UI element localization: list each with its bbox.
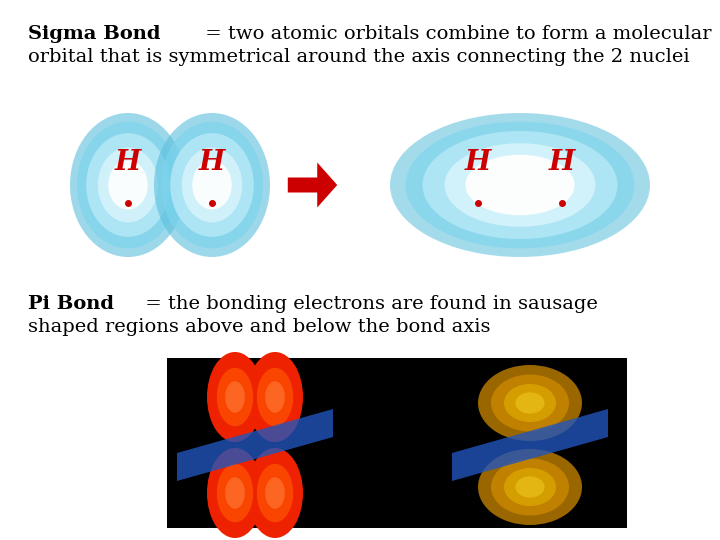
Text: Pi Bond: Pi Bond [28, 295, 114, 313]
Ellipse shape [257, 368, 293, 426]
Text: orbital that is symmetrical around the axis connecting the 2 nuclei: orbital that is symmetrical around the a… [28, 48, 690, 66]
Ellipse shape [491, 375, 569, 431]
Ellipse shape [225, 477, 245, 509]
Ellipse shape [70, 113, 186, 257]
Text: = two atomic orbitals combine to form a molecular: = two atomic orbitals combine to form a … [199, 25, 711, 43]
Bar [167, 358, 627, 528]
Ellipse shape [217, 368, 253, 426]
Ellipse shape [170, 133, 253, 237]
Ellipse shape [465, 155, 575, 215]
Polygon shape [177, 409, 333, 481]
Ellipse shape [192, 160, 232, 210]
Ellipse shape [225, 381, 245, 413]
Text: = the bonding electrons are found in sausage: = the bonding electrons are found in sau… [139, 295, 598, 313]
Ellipse shape [207, 448, 263, 538]
Text: H: H [199, 150, 225, 177]
Ellipse shape [86, 133, 170, 237]
Ellipse shape [217, 464, 253, 522]
Ellipse shape [257, 464, 293, 522]
Text: H: H [115, 150, 141, 177]
Ellipse shape [491, 458, 569, 516]
Text: shaped regions above and below the bond axis: shaped regions above and below the bond … [28, 318, 490, 336]
Ellipse shape [207, 352, 263, 442]
Ellipse shape [516, 393, 544, 414]
Ellipse shape [77, 122, 179, 248]
Ellipse shape [516, 476, 544, 498]
Text: H: H [465, 150, 491, 177]
Ellipse shape [98, 147, 158, 222]
Polygon shape [452, 409, 608, 481]
Text: Sigma Bond: Sigma Bond [28, 25, 161, 43]
Text: H: H [549, 150, 575, 177]
Ellipse shape [247, 448, 303, 538]
Ellipse shape [265, 477, 285, 509]
Ellipse shape [423, 131, 618, 239]
Ellipse shape [504, 468, 556, 506]
Ellipse shape [478, 449, 582, 525]
Ellipse shape [504, 384, 556, 422]
Ellipse shape [478, 365, 582, 441]
Ellipse shape [247, 352, 303, 442]
Ellipse shape [445, 143, 595, 227]
Ellipse shape [405, 122, 634, 248]
Ellipse shape [108, 160, 148, 210]
Ellipse shape [182, 147, 242, 222]
Ellipse shape [161, 122, 263, 248]
Ellipse shape [390, 113, 650, 257]
Ellipse shape [265, 381, 285, 413]
Ellipse shape [154, 113, 270, 257]
